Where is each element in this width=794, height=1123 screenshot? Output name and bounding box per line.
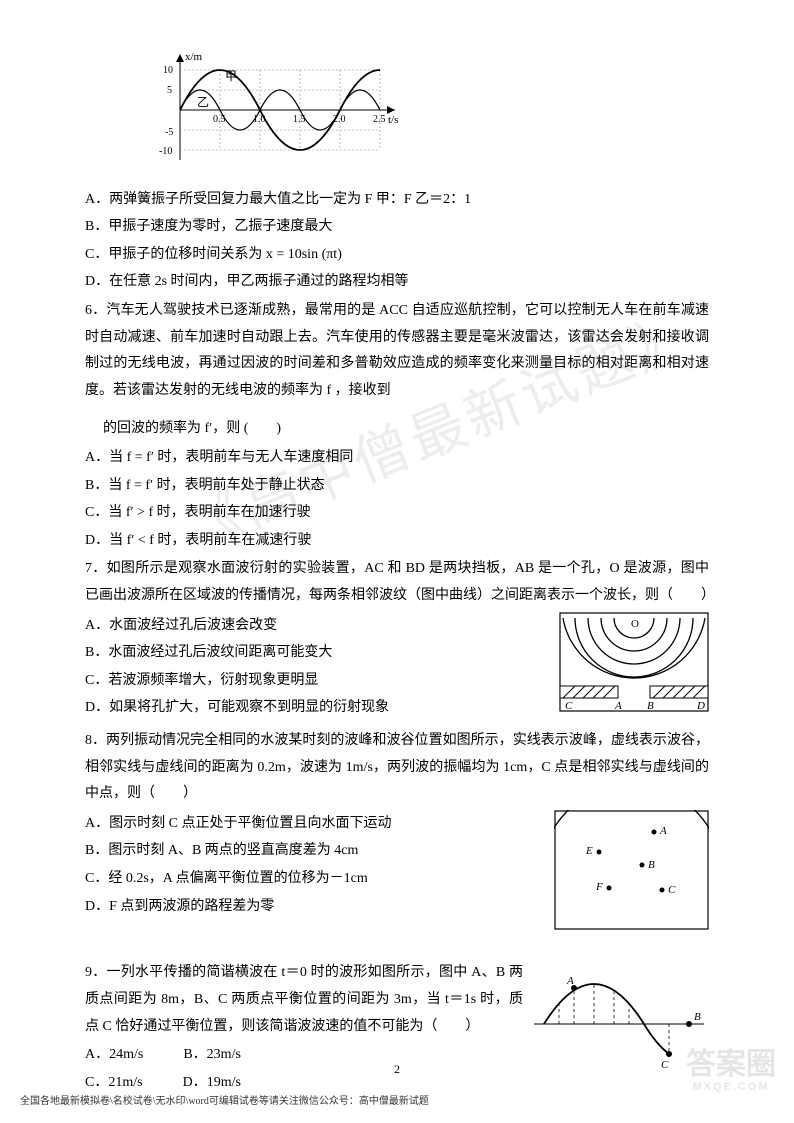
q6-option-b: B．当 f = f′ 时，表明前车处于静止状态 [85, 473, 709, 500]
svg-text:F: F [595, 881, 603, 893]
watermark-corner-sub: MXQE.COM [686, 1081, 776, 1093]
page-number: 2 [0, 1058, 794, 1081]
svg-text:5: 5 [167, 85, 172, 96]
q5-figure: x/m t/s 10 5 -5 -10 0.5 1.0 1.5 2.0 2.5 … [155, 50, 709, 181]
q5-option-d: D．在任意 2s 时间内，甲乙两振子通过的路程均相等 [85, 269, 709, 296]
svg-text:10: 10 [163, 65, 173, 76]
q7-figure: O C A B D [559, 612, 709, 723]
svg-text:甲: 甲 [225, 69, 237, 83]
svg-text:B: B [648, 859, 655, 871]
svg-text:t/s: t/s [388, 114, 398, 126]
q6-option-c: C．当 f′ > f 时，表明前车在加速行驶 [85, 500, 709, 527]
q5-option-a: A．两弹簧振子所受回复力最大值之比一定为 F 甲：F 乙＝2：1 [85, 187, 709, 214]
svg-text:E: E [585, 845, 593, 857]
q6-stem-line1: 6．汽车无人驾驶技术已逐渐成熟，最常用的是 ACC 自适应巡航控制，它可以控制无… [85, 298, 709, 404]
svg-text:x/m: x/m [185, 51, 203, 63]
svg-text:O: O [631, 618, 639, 630]
svg-text:C: C [565, 700, 573, 712]
q5-option-b: B．甲振子速度为零时，乙振子速度最大 [85, 214, 709, 241]
svg-text:乙: 乙 [197, 95, 209, 109]
svg-text:A: A [659, 825, 667, 837]
svg-text:B: B [694, 1011, 701, 1023]
footer-text: 全国各地最新模拟卷\名校试卷\无水印\word可编辑试卷等请关注微信公众号：高中… [20, 1092, 429, 1111]
q8-figure: A B C E F [554, 810, 709, 941]
svg-text:-5: -5 [165, 127, 173, 138]
svg-text:A: A [566, 976, 574, 987]
q6-option-d: D．当 f′ < f 时，表明前车在减速行驶 [85, 528, 709, 555]
svg-text:D: D [696, 700, 705, 712]
watermark-corner-main: 答案圈 [686, 1048, 776, 1081]
q6-option-a: A．当 f = f′ 时，表明前车与无人车速度相同 [85, 445, 709, 472]
q7-stem: 7．如图所示是观察水面波衍射的实验装置，AC 和 BD 是两块挡板，AB 是一个… [85, 556, 709, 609]
svg-text:C: C [668, 884, 676, 896]
svg-text:B: B [647, 700, 654, 712]
q8-stem: 8．两列振动情况完全相同的水波某时刻的波峰和波谷位置如图所示，实线表示波峰，虚线… [85, 728, 709, 808]
svg-text:2.5: 2.5 [373, 114, 386, 125]
q5-option-c: C．甲振子的位移时间关系为 x = 10sin (πt) [85, 242, 709, 269]
q6-stem-line2: 的回波的频率为 f′，则 ( ) [85, 416, 709, 443]
watermark-corner: 答案圈 MXQE.COM [686, 1048, 776, 1093]
svg-text:-10: -10 [159, 146, 172, 157]
svg-text:A: A [614, 700, 622, 712]
